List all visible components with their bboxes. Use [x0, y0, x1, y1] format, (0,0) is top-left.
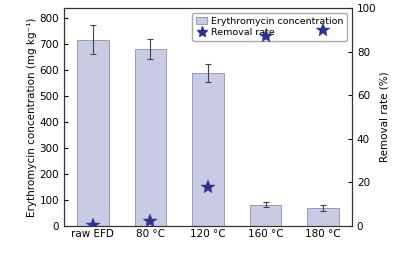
Y-axis label: Removal rate (%): Removal rate (%) [379, 72, 389, 162]
Bar [307, 208, 339, 226]
Legend: Erythromycin concentration, Removal rate: Erythromycin concentration, Removal rate [192, 13, 347, 41]
Bar [77, 40, 109, 226]
Bar [192, 73, 224, 226]
Bar [135, 49, 166, 226]
Bar [250, 205, 281, 226]
Y-axis label: Erythromycin concentration (mg kg⁻¹): Erythromycin concentration (mg kg⁻¹) [27, 17, 37, 217]
